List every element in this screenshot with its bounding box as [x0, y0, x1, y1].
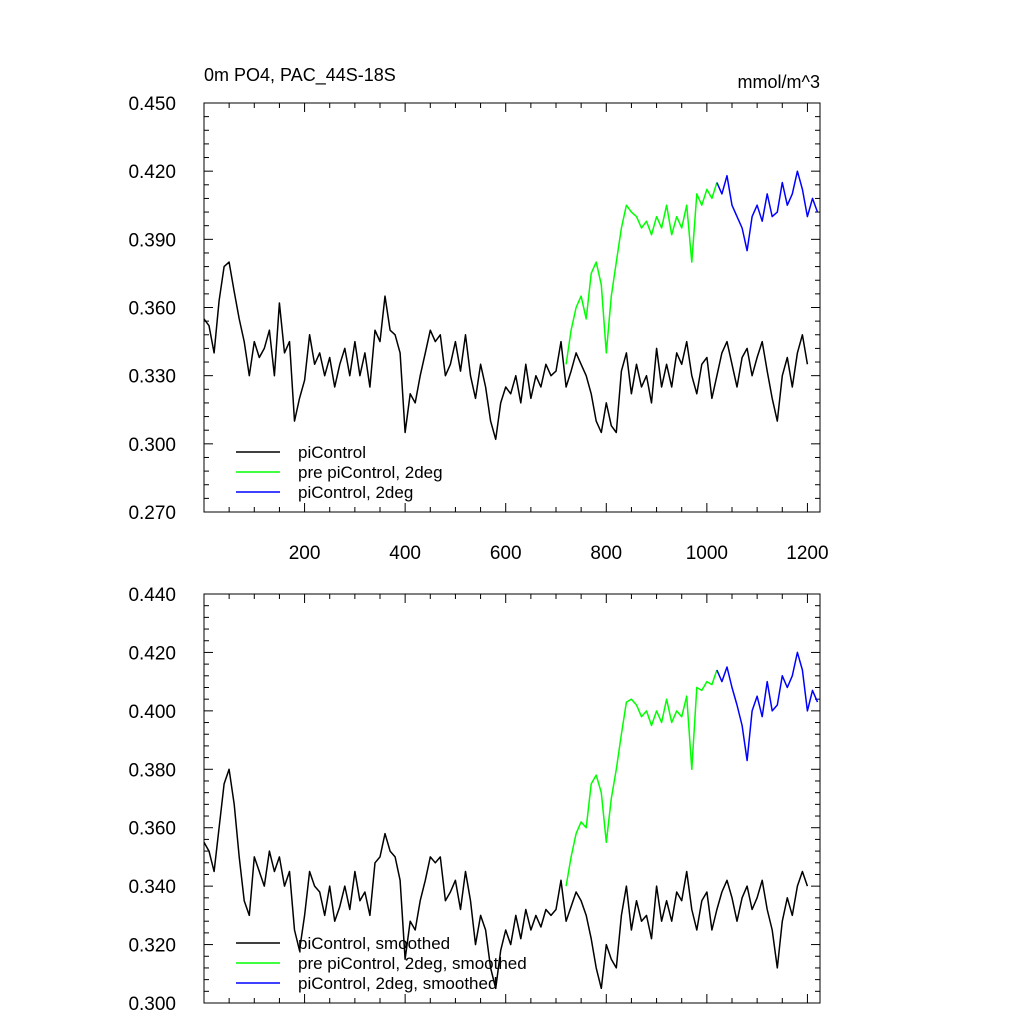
series-line-1 [565, 182, 718, 365]
series-line-2 [716, 651, 819, 762]
x-tick-label: 600 [490, 543, 522, 564]
y-tick-label: 0.390 [128, 230, 176, 251]
y-tick-label: 0.360 [128, 819, 176, 840]
x-tick-label: 800 [590, 543, 622, 564]
y-tick-label: 0.400 [128, 702, 176, 723]
series-line-2 [716, 170, 819, 252]
legend-label: pre piControl, 2deg [298, 463, 443, 482]
legend-label: piControl, smoothed [298, 934, 450, 953]
x-tick-label: 1200 [786, 543, 828, 564]
y-tick-label: 0.450 [128, 94, 176, 115]
series-line-1 [565, 669, 718, 887]
y-tick-label: 0.300 [128, 435, 176, 456]
legend-label: piControl [298, 443, 366, 462]
top-panel: 200 400 600 800 1000 1200 0.270 0.300 0.330 0.360… [128, 65, 828, 564]
series-line-0 [203, 768, 809, 990]
y-tick-label: 0.340 [128, 877, 176, 898]
y-tick-label: 0.440 [128, 585, 176, 606]
y-tick-label: 0.330 [128, 367, 176, 388]
y-tick-label: 0.270 [128, 503, 176, 524]
legend-label: piControl, 2deg, smoothed [298, 974, 497, 993]
x-tick-label: 200 [289, 543, 321, 564]
chart-title: 0m PO4, PAC_44S-18S [204, 65, 396, 86]
plot-frame [203, 593, 821, 1004]
legend-label: pre piControl, 2deg, smoothed [298, 954, 527, 973]
y-tick-label: 0.360 [128, 299, 176, 320]
x-tick-label: 1000 [686, 543, 728, 564]
y-tick-label: 0.420 [128, 162, 176, 183]
y-tick-label: 0.320 [128, 936, 176, 957]
bottom-panel: 0.300 0.320 0.340 0.360 0.380 0.400 0.420 0.440… [128, 585, 821, 1015]
units-label: mmol/m^3 [738, 72, 820, 92]
legend-label: piControl, 2deg [298, 483, 413, 502]
plot-frame [203, 102, 821, 513]
y-tick-label: 0.300 [128, 994, 176, 1015]
x-tick-label: 400 [389, 543, 421, 564]
y-tick-label: 0.380 [128, 760, 176, 781]
y-tick-label: 0.420 [128, 643, 176, 664]
series-line-0 [203, 261, 809, 441]
